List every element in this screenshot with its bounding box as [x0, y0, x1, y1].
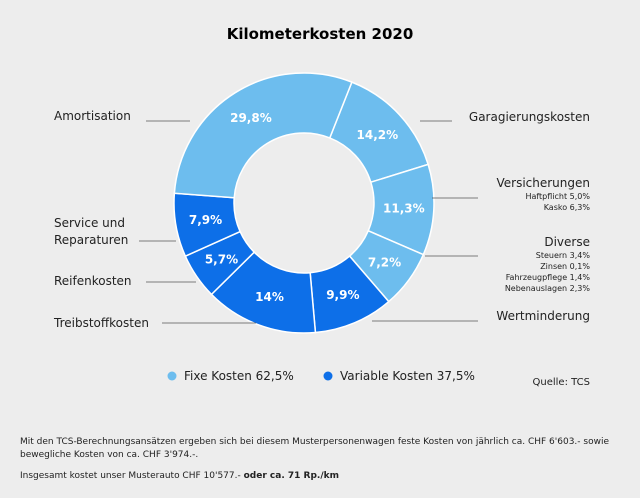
note-total-text: Insgesamt kostet unser Musterauto CHF 10…	[20, 471, 241, 481]
slice-value-wertminderung: 9,9%	[326, 288, 359, 302]
category-label-garagierungskosten: Garagierungskosten	[469, 110, 590, 124]
chart-title: Kilometerkosten 2020	[227, 25, 414, 43]
category-label-diverse: Diverse	[544, 235, 590, 249]
sub-label-fahrzeugpflege-1-4: Fahrzeugpflege 1,4%	[506, 273, 591, 282]
donut-chart: Kilometerkosten 2020 14,2% 11,3% 7,2% 9,9% 1…	[53, 25, 591, 388]
note-total-per-km: oder ca. 71 Rp./km	[243, 471, 339, 481]
sub-label-nebenauslagen-2-3: Nebenauslagen 2,3%	[505, 284, 591, 293]
sub-label-kasko-6-3: Kasko 6,3%	[544, 203, 591, 212]
slice-amortisation	[173, 72, 353, 199]
sub-label-zinsen-0-1: Zinsen 0,1%	[540, 262, 590, 271]
sub-label-haftpflicht-5-0: Haftpflicht 5,0%	[525, 192, 590, 201]
category-label-wertminderung: Wertminderung	[496, 309, 590, 323]
legend-marker-fixed	[167, 371, 177, 381]
note-fixed-variable: Mit den TCS-Berechnungsansätzen ergeben …	[20, 437, 609, 460]
sub-label-steuern-3-4: Steuern 3,4%	[536, 251, 591, 260]
slice-value-garagierungskosten: 14,2%	[357, 128, 399, 142]
category-label-versicherungen: Versicherungen	[496, 176, 590, 190]
category-label-treibstoffkosten: Treibstoffkosten	[53, 316, 149, 330]
legend-marker-variable	[323, 371, 333, 381]
source-label: Quelle: TCS	[533, 377, 590, 388]
slice-value-amortisation: 29,8%	[230, 111, 272, 125]
slice-value-reifenkosten: 5,7%	[205, 252, 238, 266]
slice-value-diverse: 7,2%	[368, 255, 401, 269]
note-total: Insgesamt kostet unser Musterauto CHF 10…	[20, 470, 620, 483]
category-label-service-und-reparaturen: Service und Reparaturen	[54, 216, 128, 247]
slice-value-treibstoffkosten: 14%	[255, 290, 284, 304]
category-label-reifenkosten: Reifenkosten	[54, 274, 132, 288]
slice-value-versicherungen: 11,3%	[383, 201, 425, 215]
category-label-amortisation: Amortisation	[54, 109, 131, 123]
slice-value-service-und-reparaturen: 7,9%	[189, 213, 222, 227]
legend-label-variable: Variable Kosten 37,5%	[340, 369, 475, 383]
legend-label-fixed: Fixe Kosten 62,5%	[184, 369, 294, 383]
